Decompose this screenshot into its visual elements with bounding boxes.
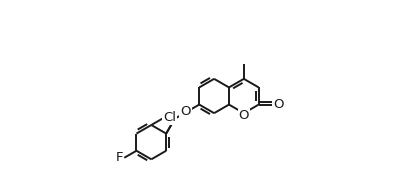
Text: O: O (180, 105, 191, 118)
Text: Cl: Cl (164, 111, 176, 124)
Text: O: O (238, 108, 249, 122)
Text: F: F (116, 151, 123, 164)
Text: O: O (273, 98, 283, 111)
